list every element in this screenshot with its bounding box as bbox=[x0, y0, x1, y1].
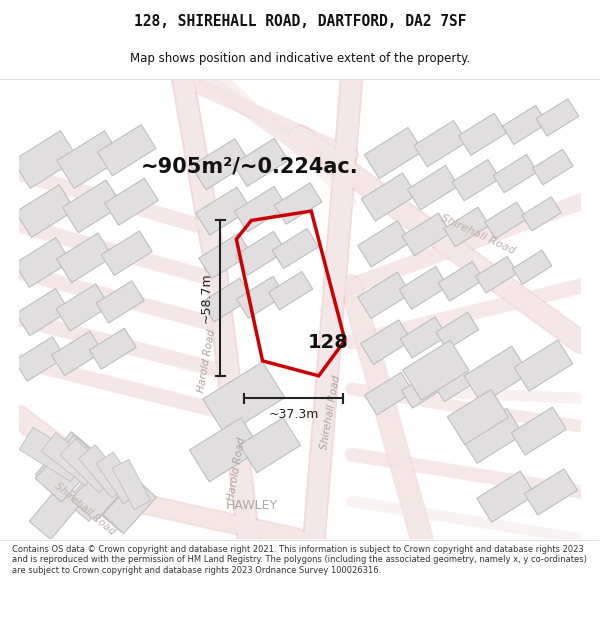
Text: Map shows position and indicative extent of the property.: Map shows position and indicative extent… bbox=[130, 52, 470, 65]
Polygon shape bbox=[458, 113, 506, 156]
Text: Shirehall Road: Shirehall Road bbox=[319, 374, 343, 451]
Polygon shape bbox=[104, 178, 158, 225]
Polygon shape bbox=[448, 389, 508, 444]
Polygon shape bbox=[196, 187, 251, 235]
Text: 128: 128 bbox=[308, 332, 349, 352]
Polygon shape bbox=[235, 186, 287, 232]
Polygon shape bbox=[16, 185, 75, 238]
Polygon shape bbox=[452, 159, 500, 201]
Polygon shape bbox=[400, 317, 447, 358]
Polygon shape bbox=[66, 462, 122, 521]
Polygon shape bbox=[16, 289, 70, 336]
Polygon shape bbox=[361, 173, 416, 221]
Polygon shape bbox=[191, 139, 250, 190]
Polygon shape bbox=[56, 233, 113, 282]
Polygon shape bbox=[103, 479, 157, 534]
Polygon shape bbox=[401, 370, 446, 408]
Polygon shape bbox=[434, 367, 475, 402]
Polygon shape bbox=[444, 208, 490, 247]
Polygon shape bbox=[62, 180, 122, 232]
Polygon shape bbox=[239, 418, 301, 472]
Text: Harold Road: Harold Road bbox=[196, 328, 217, 393]
Polygon shape bbox=[56, 284, 110, 331]
Polygon shape bbox=[524, 469, 577, 515]
Polygon shape bbox=[112, 459, 151, 509]
Polygon shape bbox=[35, 432, 97, 496]
Polygon shape bbox=[96, 281, 145, 323]
Text: ~905m²/~0.224ac.: ~905m²/~0.224ac. bbox=[141, 157, 358, 177]
Polygon shape bbox=[358, 272, 411, 319]
Polygon shape bbox=[514, 340, 572, 391]
Text: Harold Road: Harold Road bbox=[226, 436, 247, 501]
Polygon shape bbox=[101, 231, 152, 276]
Polygon shape bbox=[464, 346, 529, 404]
Polygon shape bbox=[536, 99, 579, 136]
Polygon shape bbox=[512, 250, 552, 284]
Polygon shape bbox=[190, 418, 261, 482]
Polygon shape bbox=[35, 435, 100, 502]
Polygon shape bbox=[502, 106, 547, 144]
Polygon shape bbox=[511, 407, 566, 455]
Text: Contains OS data © Crown copyright and database right 2021. This information is : Contains OS data © Crown copyright and d… bbox=[12, 545, 587, 574]
Polygon shape bbox=[89, 328, 136, 369]
Text: HAWLEY: HAWLEY bbox=[225, 499, 277, 512]
Text: Shirehall Road: Shirehall Road bbox=[439, 213, 517, 256]
Polygon shape bbox=[438, 261, 484, 301]
Polygon shape bbox=[364, 372, 413, 415]
Polygon shape bbox=[272, 229, 319, 269]
Polygon shape bbox=[399, 266, 448, 309]
Polygon shape bbox=[13, 131, 78, 188]
Polygon shape bbox=[414, 121, 467, 167]
Polygon shape bbox=[476, 256, 518, 293]
Polygon shape bbox=[522, 197, 561, 231]
Polygon shape bbox=[79, 445, 128, 498]
Polygon shape bbox=[236, 276, 285, 318]
Polygon shape bbox=[235, 231, 286, 275]
Polygon shape bbox=[199, 233, 251, 279]
Polygon shape bbox=[96, 452, 140, 504]
Polygon shape bbox=[98, 124, 156, 176]
Polygon shape bbox=[269, 271, 313, 310]
Text: 128, SHIREHALL ROAD, DARTFORD, DA2 7SF: 128, SHIREHALL ROAD, DARTFORD, DA2 7SF bbox=[134, 14, 466, 29]
Polygon shape bbox=[476, 471, 535, 522]
Polygon shape bbox=[71, 459, 132, 521]
Polygon shape bbox=[493, 154, 538, 192]
Polygon shape bbox=[407, 166, 458, 210]
Polygon shape bbox=[402, 213, 451, 256]
Polygon shape bbox=[57, 131, 122, 188]
Polygon shape bbox=[14, 337, 65, 381]
Polygon shape bbox=[485, 202, 527, 239]
Polygon shape bbox=[274, 183, 322, 224]
Text: ~58.7m: ~58.7m bbox=[200, 273, 213, 324]
Polygon shape bbox=[461, 408, 523, 463]
Polygon shape bbox=[29, 482, 84, 539]
Polygon shape bbox=[41, 432, 100, 486]
Polygon shape bbox=[436, 312, 479, 349]
Polygon shape bbox=[532, 149, 573, 185]
Polygon shape bbox=[203, 362, 285, 435]
Polygon shape bbox=[233, 138, 288, 186]
Polygon shape bbox=[52, 331, 103, 376]
Polygon shape bbox=[102, 479, 152, 532]
Polygon shape bbox=[364, 127, 423, 179]
Text: ~37.3m: ~37.3m bbox=[268, 408, 319, 421]
Polygon shape bbox=[202, 278, 252, 322]
Polygon shape bbox=[60, 439, 115, 493]
Polygon shape bbox=[403, 340, 469, 400]
Polygon shape bbox=[19, 428, 85, 482]
Polygon shape bbox=[361, 320, 412, 364]
Polygon shape bbox=[14, 238, 71, 288]
Text: Shirehall Road: Shirehall Road bbox=[53, 481, 117, 537]
Polygon shape bbox=[358, 221, 411, 267]
